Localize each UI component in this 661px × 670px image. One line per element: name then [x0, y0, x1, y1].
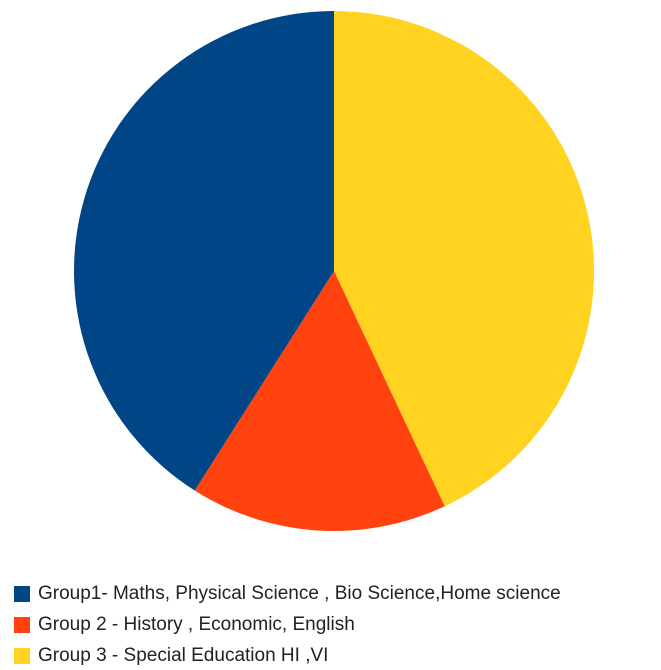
chart-legend: Group1- Maths, Physical Science , Bio Sc… — [14, 578, 561, 670]
legend-label-group-1: Group1- Maths, Physical Science , Bio Sc… — [38, 582, 561, 604]
legend-label-group-3: Group 3 - Special Education HI ,VI — [38, 644, 329, 666]
pie-slice-group-3 — [334, 11, 595, 507]
legend-swatch-group-2 — [14, 616, 30, 633]
legend-swatch-group-1 — [14, 585, 30, 602]
legend-item-group-2: Group 2 - History , Economic, English — [14, 609, 561, 640]
pie-slice-group-2 — [194, 271, 445, 532]
legend-item-group-3: Group 3 - Special Education HI ,VI — [14, 640, 561, 670]
legend-swatch-group-3 — [14, 647, 30, 664]
pie-slice-group-1 — [73, 11, 334, 491]
legend-item-group-1: Group1- Maths, Physical Science , Bio Sc… — [14, 578, 561, 609]
pie-chart-plot — [73, 11, 595, 532]
legend-label-group-2: Group 2 - History , Economic, English — [38, 613, 355, 635]
